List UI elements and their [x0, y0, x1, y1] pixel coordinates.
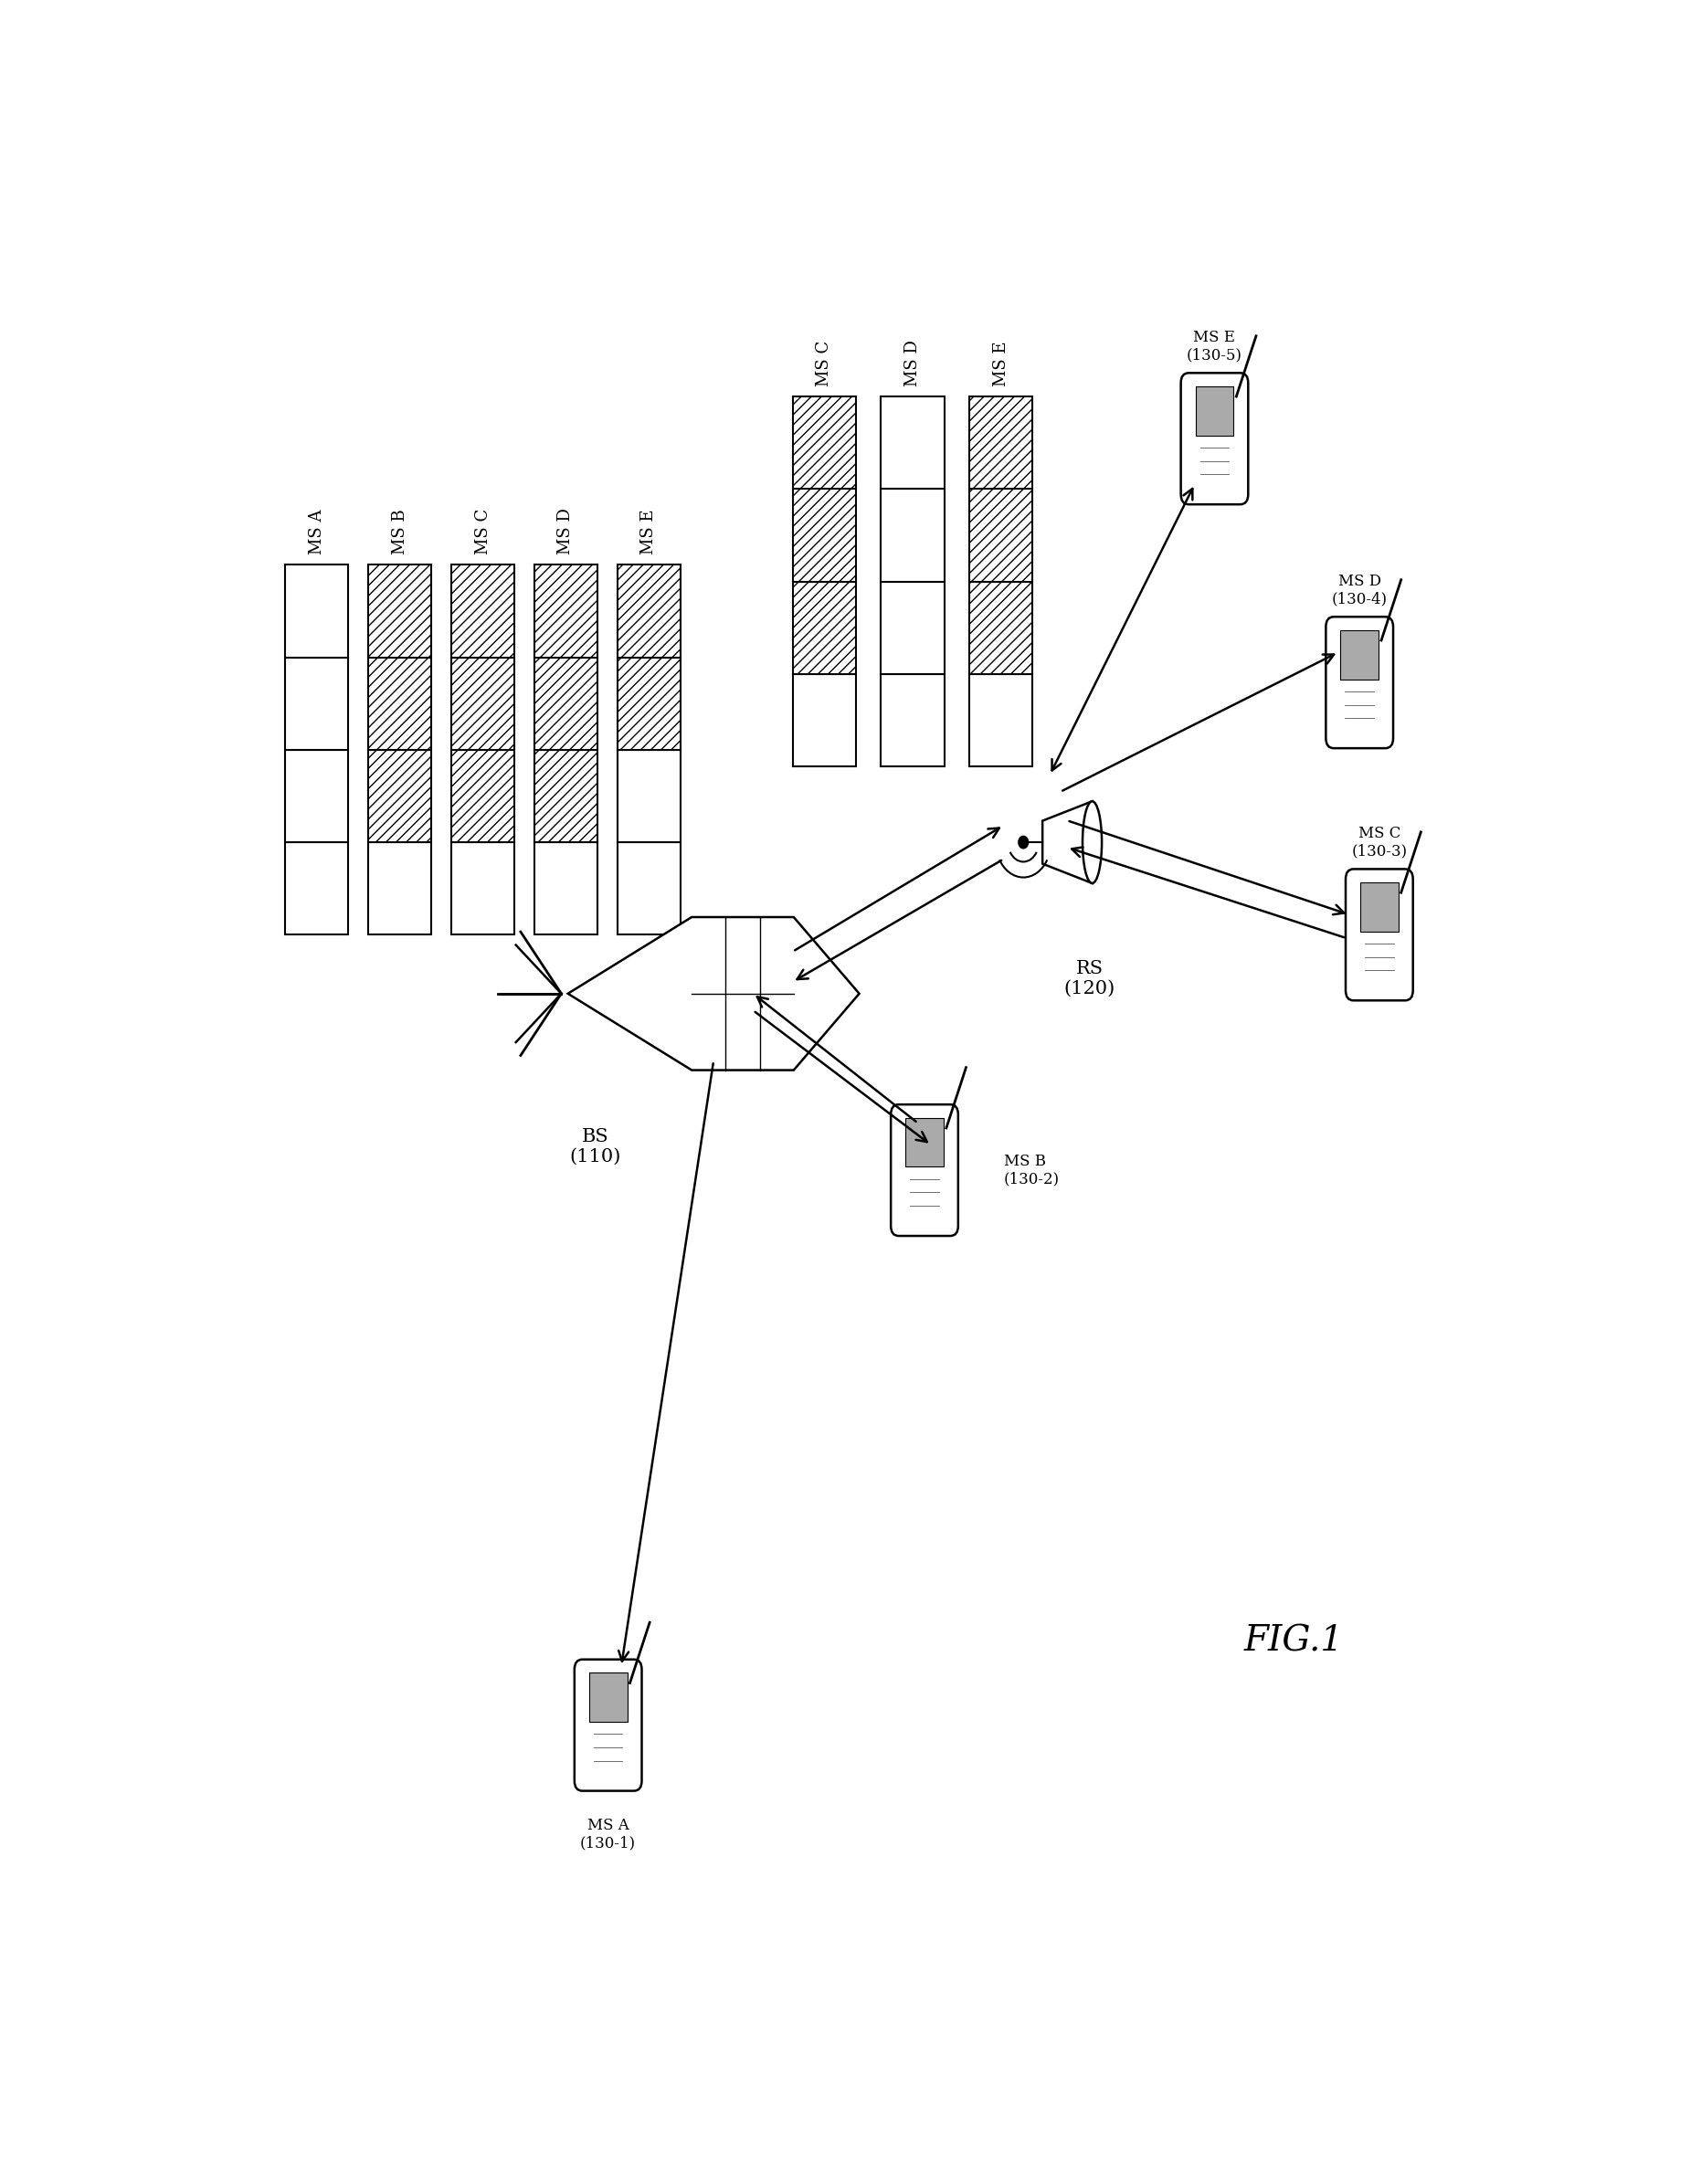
Bar [286, 566, 349, 657]
Text: MS E: MS E [993, 341, 1009, 387]
Bar [617, 843, 680, 935]
Bar [905, 1118, 944, 1166]
Text: MS C: MS C [475, 509, 492, 555]
Bar [617, 566, 680, 657]
Bar [534, 657, 597, 749]
Bar [367, 749, 432, 843]
FancyBboxPatch shape [1345, 869, 1414, 1000]
Bar [970, 581, 1033, 675]
Bar [367, 843, 432, 935]
Bar [1361, 882, 1398, 930]
Bar [534, 749, 597, 843]
Bar [881, 581, 944, 675]
Bar [617, 657, 680, 749]
Text: FIG.1: FIG.1 [1243, 1625, 1344, 1658]
Text: MS E: MS E [641, 509, 657, 555]
FancyBboxPatch shape [575, 1660, 641, 1791]
FancyBboxPatch shape [891, 1105, 958, 1236]
Bar [589, 1673, 628, 1721]
Bar [793, 675, 856, 767]
Bar [286, 749, 349, 843]
Text: RS
(120): RS (120) [1063, 961, 1114, 998]
Bar [793, 397, 856, 489]
Text: MS D
(130-4): MS D (130-4) [1332, 574, 1388, 607]
Bar [286, 657, 349, 749]
Bar [367, 566, 432, 657]
FancyBboxPatch shape [1325, 616, 1393, 749]
Bar [881, 675, 944, 767]
Text: MS A: MS A [308, 509, 325, 555]
Bar [793, 581, 856, 675]
FancyBboxPatch shape [1180, 373, 1249, 505]
Bar [451, 749, 514, 843]
Bar [881, 489, 944, 581]
Text: MS C: MS C [816, 341, 832, 387]
Bar [1196, 387, 1233, 435]
Text: MS D: MS D [558, 509, 575, 555]
Polygon shape [568, 917, 859, 1070]
Bar [617, 749, 680, 843]
Bar [451, 566, 514, 657]
Ellipse shape [1082, 802, 1102, 882]
Text: MS B
(130-2): MS B (130-2) [1004, 1153, 1060, 1186]
Bar [451, 657, 514, 749]
Bar [970, 675, 1033, 767]
Text: MS B: MS B [391, 509, 408, 555]
Bar [534, 843, 597, 935]
Bar [286, 843, 349, 935]
Text: MS A
(130-1): MS A (130-1) [580, 1817, 636, 1852]
Bar [1340, 631, 1378, 679]
Bar [534, 566, 597, 657]
Bar [793, 489, 856, 581]
Circle shape [1019, 836, 1027, 847]
Text: MS C
(130-3): MS C (130-3) [1351, 826, 1407, 858]
Bar [367, 657, 432, 749]
Text: MS D: MS D [905, 341, 920, 387]
Bar [970, 397, 1033, 489]
Bar [451, 843, 514, 935]
Bar [970, 489, 1033, 581]
Bar [881, 397, 944, 489]
Text: MS E
(130-5): MS E (130-5) [1187, 330, 1242, 363]
Polygon shape [1043, 802, 1092, 882]
Text: BS
(110): BS (110) [570, 1129, 621, 1166]
